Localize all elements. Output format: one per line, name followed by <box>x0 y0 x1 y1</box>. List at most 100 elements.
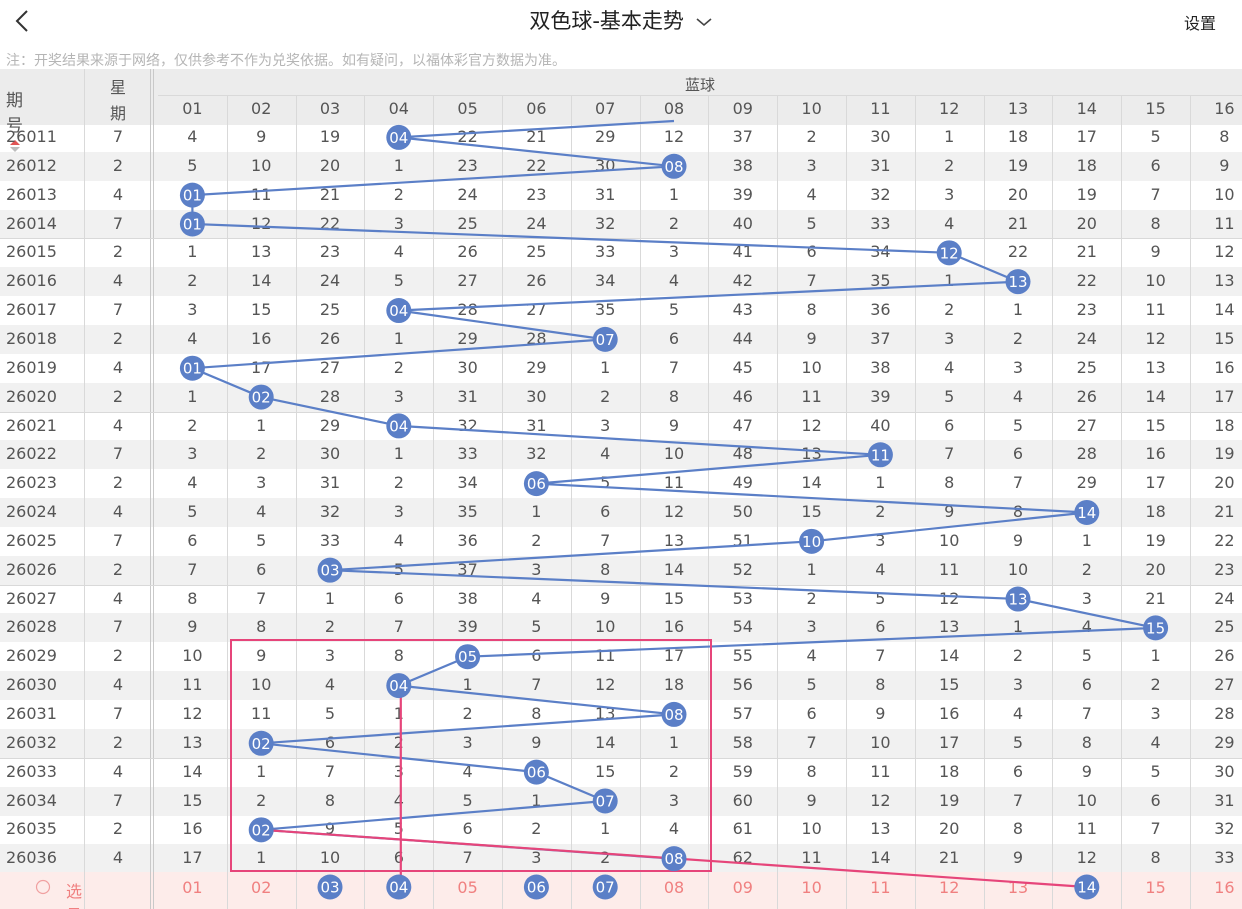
select-number-13[interactable]: 13 <box>1007 878 1029 897</box>
omission-value: 3 <box>531 848 542 868</box>
omission-value: 9 <box>806 328 817 348</box>
issue-number: 26016 <box>6 271 57 291</box>
omission-value: 32 <box>319 502 341 522</box>
omission-value: 8 <box>1012 502 1024 522</box>
weekday: 7 <box>112 300 124 320</box>
omission-value: 2 <box>393 732 404 752</box>
select-number-09[interactable]: 09 <box>732 878 753 897</box>
omission-value: 30 <box>870 127 891 146</box>
omission-value: 18 <box>663 675 685 695</box>
svg-text:01: 01 <box>183 360 202 378</box>
omission-value: 19 <box>1145 530 1166 550</box>
omission-value: 27 <box>457 271 478 291</box>
omission-value: 14 <box>595 732 616 752</box>
omission-value: 28 <box>1076 444 1097 464</box>
select-number-11[interactable]: 11 <box>870 878 891 897</box>
omission-value: 3 <box>187 300 198 320</box>
select-number-15[interactable]: 15 <box>1145 878 1166 897</box>
omission-value: 12 <box>1076 848 1097 868</box>
select-number-16[interactable]: 16 <box>1214 878 1235 897</box>
omission-value: 3 <box>668 242 680 262</box>
omission-value: 2 <box>256 790 267 810</box>
omission-value: 6 <box>806 242 817 262</box>
omission-value: 13 <box>595 704 616 723</box>
omission-value: 2 <box>600 848 611 868</box>
omission-value: 5 <box>1150 761 1161 781</box>
issue-number: 26034 <box>6 790 57 810</box>
omission-value: 10 <box>1076 790 1097 810</box>
settings-button[interactable]: 设置 <box>1183 14 1216 33</box>
omission-value: 37 <box>457 559 478 579</box>
omission-value: 19 <box>1007 155 1029 175</box>
omission-value: 3 <box>324 646 336 666</box>
column-header-issue[interactable]: 期号 <box>6 86 23 156</box>
sort-icon <box>10 140 20 152</box>
select-number-12[interactable]: 12 <box>939 878 960 897</box>
omission-value: 8 <box>324 790 336 810</box>
select-label[interactable]: 选号 <box>66 882 83 909</box>
divider-line <box>84 69 85 909</box>
omission-value: 4 <box>1012 704 1024 723</box>
omission-value: 6 <box>1012 444 1024 464</box>
omission-value: 32 <box>457 415 478 435</box>
weekday: 7 <box>112 617 124 637</box>
omission-value: 3 <box>806 617 817 637</box>
omission-value: 11 <box>939 559 960 579</box>
omission-value: 9 <box>187 617 198 637</box>
chevron-left-icon[interactable] <box>10 6 36 36</box>
issue-header-label: 期号 <box>6 91 23 136</box>
weekday: 7 <box>112 213 124 233</box>
omission-value: 4 <box>806 646 817 666</box>
page-title-dropdown[interactable]: 双色球-基本走势 <box>0 5 1242 35</box>
divider-line <box>0 584 1242 586</box>
omission-value: 3 <box>531 559 542 579</box>
omission-value: 10 <box>1007 559 1029 579</box>
omission-value: 2 <box>531 819 542 839</box>
weekday: 2 <box>112 473 124 493</box>
weekday: 2 <box>112 559 124 579</box>
omission-value: 6 <box>1150 790 1161 810</box>
omission-value: 11 <box>251 184 272 204</box>
omission-value: 10 <box>595 617 616 637</box>
omission-value: 1 <box>600 819 611 839</box>
issue-number: 26028 <box>6 617 57 637</box>
omission-value: 3 <box>462 732 473 752</box>
select-number-02[interactable]: 02 <box>251 878 272 897</box>
radio-icon[interactable] <box>35 879 51 895</box>
omission-value: 17 <box>939 732 960 752</box>
omission-value: 15 <box>939 675 960 695</box>
omission-value: 6 <box>393 848 404 868</box>
svg-text:04: 04 <box>389 129 408 147</box>
omission-value: 14 <box>939 646 960 666</box>
select-number-10[interactable]: 10 <box>801 878 822 897</box>
omission-value: 1 <box>668 184 680 204</box>
omission-value: 1 <box>393 328 404 348</box>
omission-value: 2 <box>668 213 680 233</box>
select-number-08[interactable]: 08 <box>663 878 685 897</box>
omission-value: 12 <box>182 704 203 723</box>
omission-value: 23 <box>1214 559 1235 579</box>
number-header-14: 14 <box>1076 99 1097 118</box>
omission-value: 12 <box>663 127 685 146</box>
omission-value: 30 <box>526 386 547 406</box>
omission-value: 5 <box>1012 415 1024 435</box>
omission-value: 15 <box>251 300 272 320</box>
select-number-05[interactable]: 05 <box>457 878 478 897</box>
omission-value: 12 <box>251 213 272 233</box>
omission-value: 23 <box>1076 300 1097 320</box>
omission-value: 31 <box>1214 790 1235 810</box>
omission-value: 25 <box>1076 357 1097 377</box>
omission-value: 7 <box>668 357 680 377</box>
omission-value: 7 <box>1081 704 1092 723</box>
omission-value: 26 <box>1076 386 1097 406</box>
omission-value: 1 <box>393 704 404 723</box>
omission-value: 28 <box>1214 704 1235 723</box>
omission-value: 36 <box>870 300 891 320</box>
svg-text:02: 02 <box>252 821 271 839</box>
omission-value: 6 <box>1081 675 1092 695</box>
omission-value: 2 <box>944 155 955 175</box>
omission-value: 9 <box>668 415 680 435</box>
omission-value: 37 <box>732 127 753 146</box>
hit-ball: 05 <box>455 644 481 670</box>
select-number-01[interactable]: 01 <box>182 878 203 897</box>
